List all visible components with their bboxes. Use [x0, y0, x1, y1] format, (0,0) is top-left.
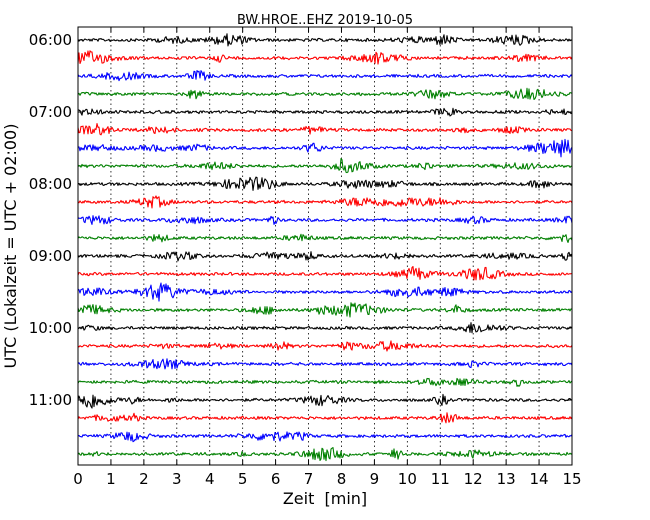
trace-0600: [77, 33, 573, 47]
trace-1000: [77, 322, 573, 334]
y-tick-label-09:00: 09:00: [29, 247, 72, 265]
trace-0830: [77, 215, 573, 225]
trace-0930: [77, 282, 573, 302]
x-tick-label-10: 10: [398, 470, 417, 488]
y-tick-label-07:00: 07:00: [29, 103, 72, 121]
trace-0615: [77, 50, 573, 65]
x-tick-label-12: 12: [464, 470, 483, 488]
y-axis-ticks: 06:00 07:00 08:00 09:00 10:00 11:00: [29, 31, 572, 409]
trace-0645: [77, 87, 573, 100]
x-tick-label-1: 1: [106, 470, 116, 488]
x-axis-label: Zeit [min]: [283, 489, 367, 508]
trace-1115: [77, 412, 573, 424]
y-tick-label-11:00: 11:00: [29, 391, 72, 409]
y-tick-label-10:00: 10:00: [29, 319, 72, 337]
x-tick-label-6: 6: [271, 470, 281, 488]
trace-1015: [77, 340, 573, 352]
trace-1145: [77, 447, 573, 462]
trace-0845: [77, 233, 573, 244]
x-axis-ticks: 0 1 2 3 4 5 6 7 8 9 10 11 12 13 14 15: [73, 27, 582, 488]
trace-0915: [77, 266, 573, 281]
x-tick-label-4: 4: [205, 470, 215, 488]
x-tick-label-14: 14: [530, 470, 549, 488]
trace-0815: [77, 195, 573, 209]
trace-1130: [77, 431, 573, 443]
x-tick-label-0: 0: [73, 470, 83, 488]
chart-title: BW.HROE..EHZ 2019-10-05: [237, 13, 413, 28]
trace-1100: [77, 393, 573, 409]
x-tick-label-15: 15: [562, 470, 581, 488]
trace-0945: [77, 302, 573, 318]
x-tick-label-13: 13: [497, 470, 516, 488]
plot-frame: [77, 26, 573, 466]
trace-1030: [77, 358, 573, 370]
x-tick-label-3: 3: [172, 470, 182, 488]
grid-lines: [110, 27, 540, 465]
trace-0800: [77, 176, 573, 191]
trace-0900: [77, 251, 573, 262]
trace-1045: [77, 377, 573, 387]
x-tick-label-7: 7: [304, 470, 314, 488]
y-tick-label-08:00: 08:00: [29, 175, 72, 193]
x-tick-label-9: 9: [370, 470, 380, 488]
x-tick-label-8: 8: [337, 470, 347, 488]
y-axis-label: UTC (Lokalzeit = UTC + 02:00): [1, 124, 20, 369]
trace-group: [77, 33, 573, 462]
trace-0730: [77, 138, 573, 158]
x-tick-label-11: 11: [431, 470, 450, 488]
x-tick-label-2: 2: [139, 470, 149, 488]
trace-0700: [77, 107, 573, 117]
trace-0745: [77, 158, 573, 174]
trace-0630: [77, 70, 573, 82]
y-tick-label-06:00: 06:00: [29, 31, 72, 49]
trace-0715: [77, 123, 573, 136]
x-tick-label-5: 5: [238, 470, 248, 488]
